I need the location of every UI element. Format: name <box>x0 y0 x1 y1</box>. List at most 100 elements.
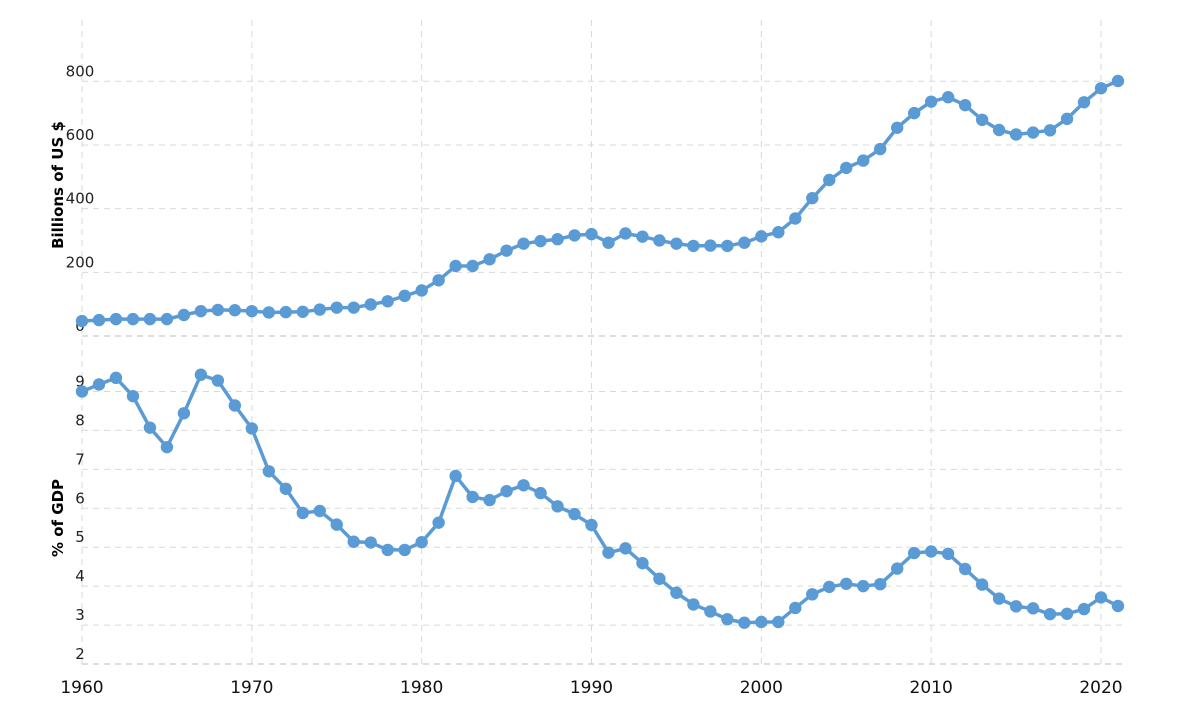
panel1-point-1965 <box>160 440 174 454</box>
panel1-point-1989 <box>568 507 581 521</box>
panel1-y-tick-label-2: 2 <box>75 645 85 663</box>
panel0-point-2020 <box>1094 82 1108 95</box>
panel1-point-1985 <box>500 484 513 498</box>
panel0-series-line <box>80 79 1120 323</box>
panel0-point-2000 <box>755 230 768 243</box>
panel1-point-1987 <box>534 486 547 500</box>
panel0-point-1984 <box>483 253 496 266</box>
panel1-point-1972 <box>279 482 292 495</box>
x-tick-label-1970: 1970 <box>230 678 273 698</box>
panel0-point-1960 <box>75 314 89 328</box>
axis-layer: Billions of US $ % of GDP 1960 1970 1980 19… <box>49 62 1123 698</box>
panel0-point-1972 <box>279 305 292 319</box>
series-layer <box>75 74 1125 629</box>
x-tick-label-2010: 2010 <box>910 678 953 698</box>
panel1-point-2005 <box>840 577 853 590</box>
panel1-point-1960 <box>75 385 89 398</box>
panel0-point-2018 <box>1060 112 1074 126</box>
panel0-point-2001 <box>772 226 785 239</box>
panel1-point-2014 <box>992 592 1006 605</box>
panel0-point-2010 <box>924 95 938 108</box>
panel1-point-1997 <box>704 605 717 618</box>
panel1-point-1983 <box>466 490 479 504</box>
panel1-point-1986 <box>517 479 530 492</box>
panel0-point-1998 <box>721 239 734 253</box>
panel1-point-1979 <box>398 543 411 557</box>
panel1-y-tick-label-6: 6 <box>75 489 85 507</box>
top-chart-ylabel: Billions of US $ <box>49 121 67 249</box>
panel1-point-2018 <box>1060 607 1074 620</box>
panel0-point-2005 <box>840 161 853 175</box>
panel1-point-1974 <box>313 504 326 518</box>
panel0-point-1971 <box>262 306 276 319</box>
panel0-point-1991 <box>602 236 615 249</box>
panel1-point-2002 <box>789 601 802 615</box>
panel1-point-1992 <box>619 542 632 555</box>
panel0-point-1961 <box>92 313 106 327</box>
panel0-y-tick-label-800: 800 <box>66 62 95 80</box>
panel1-point-1978 <box>381 543 394 557</box>
panel1-point-2019 <box>1077 602 1091 616</box>
panel1-point-2011 <box>941 547 955 561</box>
panel1-point-2010 <box>924 545 938 558</box>
panel1-point-2008 <box>891 562 904 575</box>
panel0-point-1988 <box>551 233 564 246</box>
panel1-point-1982 <box>449 469 462 483</box>
panel1-point-2006 <box>857 579 870 593</box>
panel1-point-1976 <box>347 535 360 548</box>
panel0-point-1987 <box>534 234 547 248</box>
panel0-point-2007 <box>874 142 887 156</box>
panel1-y-tick-label-9: 9 <box>75 372 85 390</box>
panel0-point-1994 <box>653 234 666 247</box>
panel1-point-1962 <box>109 371 123 385</box>
panel0-y-tick-label-600: 600 <box>66 126 95 144</box>
panel1-point-2007 <box>874 577 887 591</box>
panel1-point-2015 <box>1009 600 1023 613</box>
panel1-point-1984 <box>483 493 496 507</box>
panel0-point-2004 <box>823 173 836 187</box>
panel1-point-2000 <box>755 615 768 629</box>
panel1-point-2012 <box>958 562 972 576</box>
panel1-point-1977 <box>364 536 377 549</box>
x-tick-label-2000: 2000 <box>740 678 783 698</box>
panel1-point-1961 <box>92 378 106 391</box>
grid-layer <box>81 20 1125 665</box>
panel0-point-1989 <box>568 229 581 242</box>
x-tick-label-1960: 1960 <box>60 678 103 698</box>
panel1-y-tick-label-7: 7 <box>75 450 85 468</box>
panel1-point-1981 <box>432 516 445 529</box>
panel0-point-1963 <box>126 312 140 326</box>
panel0-point-1962 <box>109 312 123 326</box>
panel1-point-2016 <box>1026 602 1040 615</box>
panel1-y-tick-label-4: 4 <box>75 567 85 585</box>
panel0-point-1976 <box>347 301 360 314</box>
panel0-point-1975 <box>330 301 343 314</box>
panel1-y-tick-label-8: 8 <box>75 411 85 429</box>
panel0-point-2015 <box>1009 128 1023 141</box>
panel0-point-1968 <box>211 303 225 317</box>
panel0-point-1990 <box>585 227 598 241</box>
panel0-point-2021 <box>1111 74 1125 88</box>
panel1-point-1970 <box>245 422 259 435</box>
panel0-point-1967 <box>194 304 208 318</box>
panel1-point-2020 <box>1094 591 1108 604</box>
panel1-point-1969 <box>228 399 242 412</box>
panel1-point-1988 <box>551 500 564 513</box>
panel0-point-1977 <box>364 298 377 311</box>
panel0-point-1986 <box>517 237 530 250</box>
panel1-point-1998 <box>721 613 734 626</box>
panel1-point-1995 <box>670 586 683 599</box>
panel1-point-1996 <box>687 598 700 611</box>
panel0-point-1969 <box>228 304 242 317</box>
panel1-point-1968 <box>211 374 225 387</box>
panel1-point-2003 <box>806 588 819 601</box>
panel0-point-1997 <box>704 239 717 252</box>
panel1-point-2017 <box>1043 607 1057 621</box>
panel1-point-1990 <box>585 518 598 532</box>
panel0-point-1964 <box>143 312 157 326</box>
panel1-point-1971 <box>262 465 276 478</box>
panel0-point-2008 <box>891 121 904 134</box>
panel0-point-2006 <box>857 154 870 167</box>
panel1-point-1980 <box>415 535 428 549</box>
